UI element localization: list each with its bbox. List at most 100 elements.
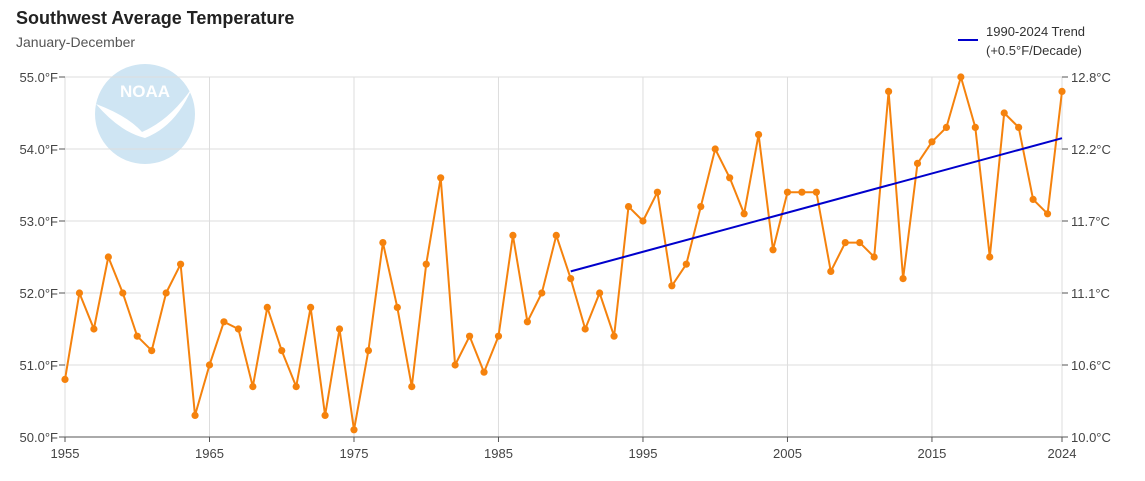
temperature-point	[148, 347, 156, 355]
temperature-point	[957, 73, 965, 81]
x-tick-label: 1985	[484, 446, 513, 461]
temperature-point	[494, 332, 503, 340]
trend-legend-swatch	[958, 39, 978, 41]
chart-subtitle: January-December	[16, 34, 136, 50]
temperature-point	[697, 203, 705, 211]
temperature-point	[610, 332, 618, 340]
temperature-point	[856, 239, 864, 247]
temperature-point	[1058, 87, 1066, 95]
temperature-point	[307, 303, 315, 311]
y-tick-label: 51.0°F	[20, 358, 59, 373]
temperature-point	[1015, 123, 1023, 131]
temperature-point	[596, 289, 604, 297]
temperature-point	[1000, 109, 1008, 117]
temperature-point	[726, 174, 734, 182]
y-tick-label: 52.0°F	[20, 286, 59, 301]
temperature-point	[798, 188, 806, 196]
y2-tick-label: 10.0°C	[1071, 430, 1111, 445]
temperature-point	[263, 303, 271, 311]
temperature-point	[220, 318, 228, 326]
chart-title: Southwest Average Temperature	[16, 8, 295, 28]
temperature-point	[668, 282, 676, 290]
temperature-point	[1043, 210, 1052, 218]
temperature-point	[133, 332, 141, 340]
temperature-point	[350, 426, 358, 434]
y-tick-label: 55.0°F	[20, 70, 59, 85]
temperature-point	[870, 253, 878, 261]
x-tick-label: 2005	[773, 446, 802, 461]
temperature-point	[624, 203, 633, 211]
temperature-point	[278, 347, 286, 355]
temperature-point	[639, 217, 647, 225]
x-tick-label: 2015	[917, 446, 946, 461]
temperature-point	[1029, 195, 1037, 203]
temperature-point	[928, 138, 936, 146]
temperature-point	[538, 289, 546, 297]
temperature-line	[64, 76, 1063, 431]
temperature-point	[740, 210, 748, 218]
temperature-point	[653, 188, 662, 196]
temperature-point	[335, 325, 344, 333]
temperature-point	[364, 347, 373, 355]
temperature-point	[480, 368, 488, 376]
temperature-point	[321, 411, 329, 419]
temperature-point	[581, 325, 589, 333]
noaa-logo-text: NOAA	[120, 82, 170, 101]
y2-tick-label: 12.2°C	[1071, 142, 1111, 157]
y2-tick-label: 11.7°C	[1071, 214, 1110, 229]
y-tick-label: 50.0°F	[20, 430, 59, 445]
temperature-point	[783, 188, 792, 196]
y2-tick-label: 11.1°C	[1071, 286, 1110, 301]
temperature-point	[422, 260, 430, 268]
temperature-point	[567, 275, 575, 283]
temperature-point	[899, 275, 907, 283]
temperature-point	[75, 289, 84, 297]
temperature-point	[769, 246, 777, 254]
temperature-point	[408, 383, 416, 391]
temperature-point	[90, 325, 98, 333]
x-tick-label: 1995	[629, 446, 658, 461]
temperature-point	[827, 267, 835, 275]
y-tick-label: 53.0°F	[20, 214, 59, 229]
temperature-point	[942, 123, 951, 131]
temperature-point	[379, 239, 387, 247]
temperature-point	[119, 289, 127, 297]
temperature-point	[885, 87, 893, 95]
temperature-point	[393, 303, 401, 311]
x-tick-label: 2024	[1048, 446, 1077, 461]
temperature-point	[913, 159, 922, 167]
noaa-logo: NOAA	[95, 64, 195, 164]
y-tick-label: 54.0°F	[20, 142, 59, 157]
legend: 1990-2024 Trend (+0.5°F/Decade)	[958, 22, 1085, 60]
temperature-point	[191, 411, 199, 419]
temperature-point	[552, 231, 560, 239]
y2-tick-label: 10.6°C	[1071, 358, 1111, 373]
temperature-point	[61, 375, 69, 383]
y2-tick-label: 12.8°C	[1071, 70, 1111, 85]
temperature-point	[104, 253, 112, 261]
temperature-point	[162, 289, 170, 297]
trend-line	[570, 137, 1063, 273]
temperature-point	[176, 260, 185, 268]
temperature-point	[682, 260, 690, 268]
temperature-point	[249, 383, 257, 391]
temperature-point	[292, 383, 300, 391]
temperature-point	[451, 361, 459, 369]
trend-legend-label: 1990-2024 Trend (+0.5°F/Decade)	[986, 24, 1086, 58]
x-tick-label: 1975	[340, 446, 369, 461]
temperature-point	[509, 231, 517, 239]
x-tick-label: 1955	[51, 446, 80, 461]
temperature-point	[465, 332, 474, 340]
temperature-point	[437, 174, 445, 182]
temperature-point	[523, 318, 531, 326]
temperature-point	[841, 239, 849, 247]
temperature-point	[986, 253, 994, 261]
temperature-point	[234, 325, 242, 333]
temperature-point	[711, 145, 719, 153]
temperature-point	[205, 361, 214, 369]
temperature-point	[812, 188, 820, 196]
x-tick-label: 1965	[195, 446, 224, 461]
temperature-point	[754, 131, 763, 139]
temperature-point	[971, 123, 979, 131]
